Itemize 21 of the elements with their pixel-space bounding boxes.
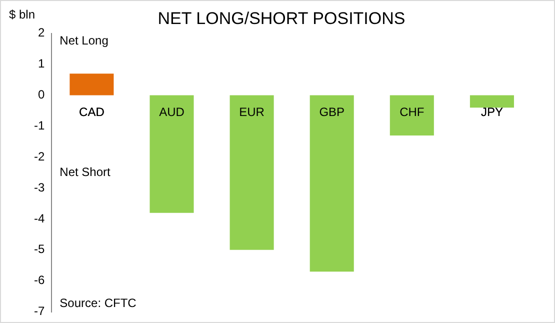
- chart-title: NET LONG/SHORT POSITIONS: [158, 8, 406, 28]
- annotation: Source: CFTC: [60, 296, 137, 310]
- x-tick-label: CHF: [400, 104, 424, 119]
- x-tick-label: JPY: [480, 104, 503, 119]
- y-tick-label: 1: [38, 56, 45, 71]
- annotation: Net Long: [60, 33, 108, 48]
- y-tick-label: -2: [34, 149, 45, 164]
- x-tick-label: GBP: [319, 104, 345, 119]
- y-tick-label: -5: [34, 242, 45, 256]
- y-tick-label: 0: [38, 88, 45, 102]
- y-tick-label: -7: [34, 304, 45, 318]
- annotation: Net Short: [60, 164, 112, 179]
- y-tick-label: 2: [38, 26, 45, 40]
- y-tick-label: -4: [34, 211, 45, 226]
- y-tick-label: -6: [34, 273, 45, 288]
- y-tick-label: -3: [34, 180, 45, 194]
- x-tick-label: AUD: [159, 104, 185, 119]
- x-tick-label: CAD: [79, 104, 105, 119]
- y-tick-label: -1: [34, 118, 45, 133]
- x-tick-label: EUR: [239, 104, 265, 119]
- y-axis-title: $ bln: [9, 7, 36, 22]
